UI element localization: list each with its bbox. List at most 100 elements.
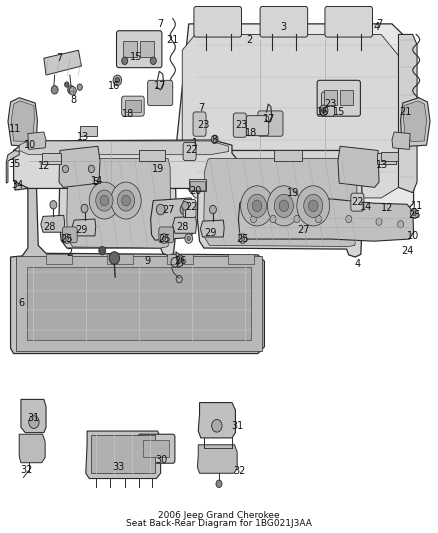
Text: 33: 33 [113, 462, 125, 472]
Circle shape [212, 419, 222, 432]
Bar [16, 256, 262, 351]
Polygon shape [41, 215, 65, 232]
FancyBboxPatch shape [148, 80, 173, 106]
Bar [46, 254, 72, 264]
Circle shape [65, 82, 69, 87]
Text: 1: 1 [192, 138, 198, 148]
Circle shape [111, 182, 141, 219]
Text: 19: 19 [152, 164, 164, 174]
Circle shape [319, 105, 328, 116]
Circle shape [304, 194, 323, 217]
Text: 21: 21 [166, 35, 179, 45]
Circle shape [376, 218, 382, 225]
Text: 22: 22 [186, 202, 198, 212]
Circle shape [413, 212, 416, 216]
Text: 10: 10 [24, 140, 36, 150]
Text: 20: 20 [189, 186, 201, 196]
Polygon shape [11, 181, 265, 353]
Polygon shape [6, 150, 19, 183]
Polygon shape [19, 141, 229, 155]
Polygon shape [151, 198, 194, 240]
Circle shape [268, 186, 300, 226]
Circle shape [50, 200, 57, 209]
Text: 16: 16 [108, 80, 120, 91]
Bar [189, 180, 206, 191]
Text: 16: 16 [317, 107, 329, 117]
Polygon shape [173, 216, 197, 233]
Bar [228, 254, 254, 264]
Bar [143, 440, 169, 457]
Circle shape [88, 165, 95, 173]
Text: 30: 30 [156, 455, 168, 465]
Polygon shape [59, 146, 100, 188]
Text: 13: 13 [77, 132, 89, 142]
Text: 7: 7 [198, 103, 205, 114]
Circle shape [122, 57, 128, 64]
Bar [140, 41, 154, 56]
Text: 32: 32 [21, 465, 33, 474]
Polygon shape [198, 402, 236, 438]
Bar [106, 254, 133, 264]
Circle shape [279, 200, 289, 212]
Circle shape [294, 215, 300, 223]
FancyBboxPatch shape [325, 6, 372, 37]
FancyBboxPatch shape [351, 193, 364, 211]
Circle shape [156, 204, 165, 215]
Text: 12: 12 [381, 204, 393, 214]
Text: 26: 26 [174, 256, 186, 266]
FancyBboxPatch shape [194, 6, 241, 37]
Text: 22: 22 [186, 146, 198, 156]
Text: 15: 15 [333, 107, 346, 117]
Circle shape [187, 237, 191, 241]
Circle shape [211, 135, 218, 143]
FancyBboxPatch shape [183, 199, 196, 217]
Circle shape [81, 204, 88, 213]
Text: 3: 3 [281, 21, 287, 31]
FancyBboxPatch shape [159, 227, 173, 243]
Circle shape [117, 190, 134, 211]
Text: 14: 14 [91, 176, 103, 186]
Text: 10: 10 [406, 231, 419, 241]
Text: 13: 13 [376, 160, 389, 169]
Polygon shape [11, 101, 34, 141]
Polygon shape [338, 146, 379, 188]
Text: 23: 23 [325, 99, 337, 109]
Circle shape [315, 215, 321, 223]
Text: 25: 25 [158, 234, 170, 244]
Text: 28: 28 [43, 222, 56, 232]
Circle shape [51, 86, 58, 94]
Text: 35: 35 [8, 159, 21, 168]
Text: 2006 Jeep Grand Cherokee: 2006 Jeep Grand Cherokee [158, 511, 280, 520]
Polygon shape [21, 399, 46, 433]
Text: 15: 15 [130, 52, 142, 62]
FancyBboxPatch shape [138, 434, 175, 463]
Polygon shape [67, 158, 170, 248]
Bar [274, 150, 303, 161]
Circle shape [180, 204, 189, 215]
Circle shape [185, 234, 193, 243]
Text: 27: 27 [297, 224, 310, 235]
Text: 5: 5 [92, 177, 99, 187]
Text: 25: 25 [408, 210, 421, 220]
Text: Seat Back-Rear Diagram for 1BG021J3AA: Seat Back-Rear Diagram for 1BG021J3AA [126, 519, 312, 528]
Text: 23: 23 [236, 120, 248, 130]
Circle shape [63, 165, 68, 173]
FancyBboxPatch shape [193, 112, 206, 136]
Bar [27, 266, 251, 341]
Polygon shape [404, 101, 427, 141]
Circle shape [270, 215, 276, 223]
Text: 17: 17 [155, 80, 167, 91]
FancyBboxPatch shape [233, 113, 246, 138]
Polygon shape [198, 150, 363, 257]
Text: 29: 29 [76, 224, 88, 235]
Circle shape [240, 186, 273, 226]
Text: 7: 7 [56, 53, 62, 63]
Circle shape [297, 186, 330, 226]
FancyBboxPatch shape [260, 6, 307, 37]
Circle shape [99, 246, 106, 255]
Circle shape [109, 252, 120, 264]
Text: 19: 19 [287, 188, 300, 198]
Text: 8: 8 [70, 95, 76, 105]
Bar [190, 181, 205, 190]
Text: 12: 12 [38, 161, 50, 171]
